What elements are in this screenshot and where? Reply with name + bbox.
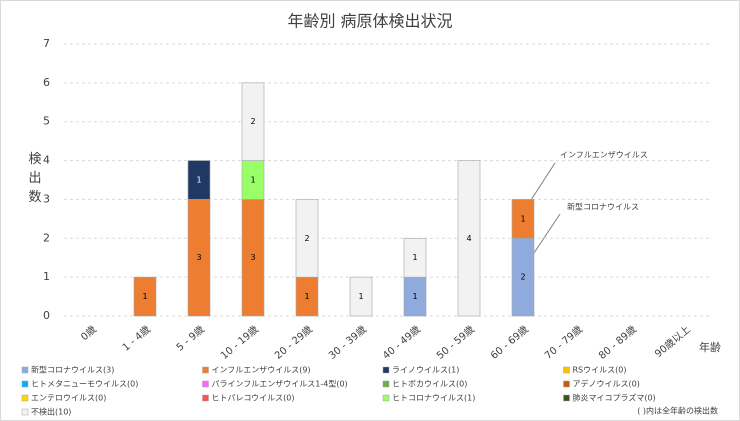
data-label: 4: [466, 234, 471, 243]
legend-swatch: [202, 394, 209, 402]
data-label: 2: [304, 234, 309, 243]
y-tick-label: 4: [43, 154, 50, 167]
y-tick-label: 3: [43, 192, 50, 205]
data-label: 1: [412, 253, 417, 262]
data-label: 1: [412, 292, 417, 301]
y-tick-label: 2: [43, 231, 50, 244]
legend-swatch: [563, 394, 570, 402]
data-label: 2: [250, 117, 255, 126]
legend-label: アデノウイルス(0): [573, 379, 640, 389]
chart-title: 年齢別 病原体検出状況: [287, 12, 452, 31]
bar-segment: [403, 237, 427, 278]
data-label: 2: [520, 273, 525, 282]
legend-swatch: [382, 394, 390, 402]
legend-label: ヒトボカウイルス(0): [392, 380, 467, 389]
legend-swatch: [202, 380, 209, 388]
legend-swatch: [21, 366, 29, 374]
x-axis-label: 年齢: [699, 340, 721, 354]
legend-label: ヒトパレコウイルス(0): [212, 394, 295, 403]
legend-swatch: [21, 408, 29, 416]
data-label: 1: [358, 292, 363, 301]
legend-label: 不検出(10): [31, 407, 71, 417]
legend-swatch: [382, 366, 390, 374]
legend-label: ライノウイルス(1): [392, 366, 459, 375]
legend-label: 新型コロナウイルス(3): [31, 365, 114, 375]
legend-label: 肺炎マイコプラズマ(0): [573, 393, 656, 403]
bar-segment: [187, 160, 211, 200]
bar-segment: [295, 199, 319, 278]
bar-segment: [133, 276, 157, 317]
bar-segment: [457, 160, 481, 317]
bar-segment: [349, 276, 373, 317]
y-tick-label: 5: [43, 115, 50, 128]
data-label: 1: [142, 292, 147, 301]
legend-swatch: [21, 380, 29, 388]
bar-segment: [241, 82, 265, 161]
data-label: 1: [520, 214, 525, 223]
data-label: 1: [250, 176, 255, 185]
annotation: インフルエンザウイルス: [560, 151, 648, 160]
y-tick-label: 7: [43, 37, 50, 50]
data-label: 1: [196, 176, 201, 185]
leader-line: [530, 162, 556, 201]
legend-label: RSウイルス(0): [573, 366, 627, 375]
legend-swatch: [563, 380, 570, 388]
footnote: ( )内は全年齢の検出数: [637, 406, 718, 416]
legend-swatch: [563, 366, 570, 374]
data-label: 3: [250, 253, 255, 262]
legend-swatch: [202, 366, 209, 374]
data-label: 1: [304, 292, 309, 301]
legend-label: ヒトメタニューモウイルス(0): [31, 380, 138, 389]
bar-segment: [511, 199, 535, 239]
annotation: 新型コロナウイルス: [567, 202, 639, 212]
y-tick-label: 6: [43, 76, 50, 89]
y-axis-label: 検出数: [26, 152, 42, 209]
data-label: 3: [196, 253, 201, 262]
legend-label: パラインフルエンザウイルス1-4型(0): [212, 380, 348, 389]
legend-label: ヒトコロナウイルス(1): [392, 394, 475, 403]
legend-label: インフルエンザウイルス(9): [212, 366, 311, 375]
legend-swatch: [21, 394, 29, 402]
legend-label: エンテロウイルス(0): [31, 394, 106, 403]
y-tick-label: 1: [43, 270, 50, 283]
y-tick-label: 0: [43, 309, 50, 322]
legend-swatch: [382, 380, 390, 388]
